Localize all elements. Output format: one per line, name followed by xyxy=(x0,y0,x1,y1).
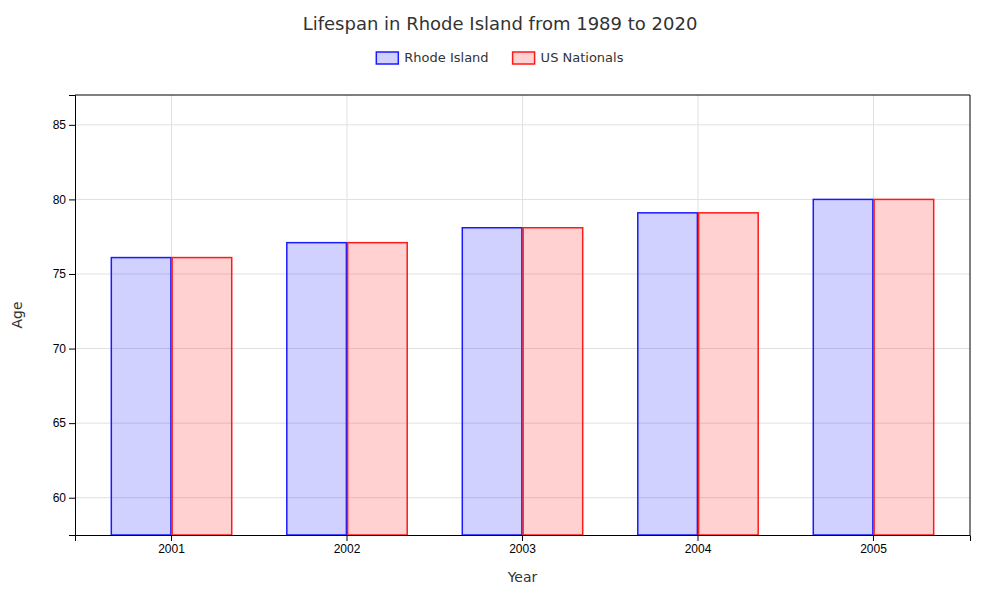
tick: 60 xyxy=(53,491,75,505)
bar xyxy=(813,199,873,535)
tick-label: 2001 xyxy=(158,542,185,556)
tick-mark xyxy=(347,535,348,541)
tick: 2003 xyxy=(509,535,536,556)
legend-item: Rhode Island xyxy=(376,50,488,65)
tick-mark xyxy=(69,423,75,424)
legend: Rhode Island US Nationals xyxy=(376,50,623,65)
bar xyxy=(348,243,408,535)
tick-mark xyxy=(522,535,523,541)
bar xyxy=(172,258,232,535)
title: Lifespan in Rhode Island from 1989 to 20… xyxy=(303,13,698,34)
tick-label: 2002 xyxy=(334,542,361,556)
tick: 80 xyxy=(53,193,75,207)
bar xyxy=(699,213,759,535)
tick-label: 2003 xyxy=(509,542,536,556)
x-axis: 2001 2002 2003 2004 2005 xyxy=(76,535,971,556)
frame-line xyxy=(75,95,970,96)
tick: 2005 xyxy=(860,535,887,556)
tick-label: 65 xyxy=(53,416,67,430)
tick: 2001 xyxy=(158,535,185,556)
tick-label: 70 xyxy=(53,342,67,356)
plot: 2001 2002 2003 2004 2005 60 65 70 75 80 85 xyxy=(53,95,971,556)
x-axis-title: Year xyxy=(507,569,538,585)
tick-mark xyxy=(873,535,874,541)
axis-line xyxy=(76,536,971,542)
tick-mark xyxy=(69,125,75,126)
tick: 75 xyxy=(53,267,75,281)
tick-label: 80 xyxy=(53,193,67,207)
bar xyxy=(462,228,522,535)
chart: 2001 2002 2003 2004 2005 60 65 70 75 80 85 Lifespan… xyxy=(0,0,1000,600)
tick: 85 xyxy=(53,118,75,132)
tick-mark xyxy=(697,535,698,541)
y-axis-title: Age xyxy=(9,301,25,328)
tick-mark xyxy=(69,498,75,499)
bar xyxy=(523,228,583,535)
bar xyxy=(638,213,698,535)
axis-line xyxy=(69,96,76,536)
tick: 70 xyxy=(53,342,75,356)
legend-swatch xyxy=(376,52,398,64)
tick: 2004 xyxy=(685,535,712,556)
legend-swatch xyxy=(513,52,535,64)
tick-mark xyxy=(69,349,75,350)
tick-label: 2004 xyxy=(685,542,712,556)
grid xyxy=(75,95,970,535)
bars xyxy=(111,199,933,535)
bar xyxy=(111,258,171,535)
tick: 2002 xyxy=(334,535,361,556)
tick-label: 60 xyxy=(53,491,67,505)
bar-series xyxy=(111,199,873,535)
tick-label: 75 xyxy=(53,267,67,281)
bar xyxy=(287,243,347,535)
tick-mark xyxy=(171,535,172,541)
legend-item: US Nationals xyxy=(513,50,624,65)
y-axis: 60 65 70 75 80 85 xyxy=(53,96,76,536)
tick-mark xyxy=(69,274,75,275)
legend-label: US Nationals xyxy=(541,50,624,65)
legend-label: Rhode Island xyxy=(404,50,488,65)
bar-series xyxy=(172,199,934,535)
tick-label: 85 xyxy=(53,118,67,132)
frame-line xyxy=(970,95,971,535)
tick: 65 xyxy=(53,416,75,430)
tick-mark xyxy=(69,199,75,200)
bar xyxy=(874,199,934,535)
tick-label: 2005 xyxy=(860,542,887,556)
